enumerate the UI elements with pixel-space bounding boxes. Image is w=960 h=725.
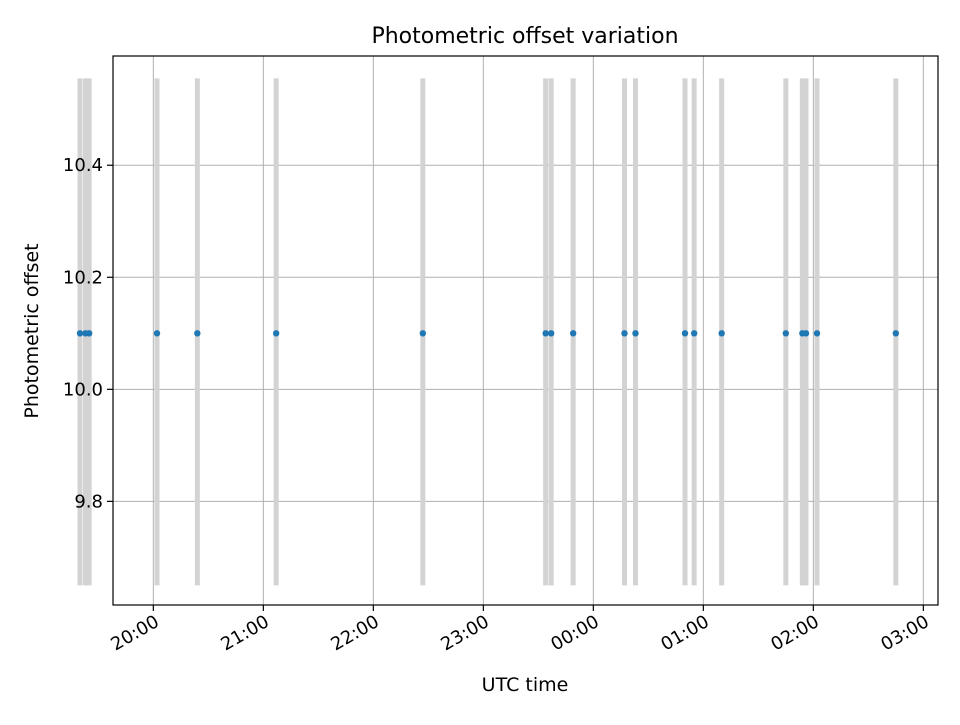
data-point — [681, 330, 689, 337]
data-points — [76, 330, 900, 337]
data-point — [419, 330, 427, 337]
y-tick-label: 10.2 — [63, 267, 103, 288]
y-tick-label: 9.8 — [74, 491, 103, 512]
data-point — [632, 330, 639, 337]
data-point — [813, 330, 821, 337]
data-point — [782, 330, 790, 337]
data-point — [194, 330, 201, 337]
y-axis-label: Photometric offset — [21, 243, 43, 418]
data-point — [621, 330, 628, 337]
data-point — [542, 330, 549, 337]
data-point — [718, 330, 725, 337]
data-point — [272, 330, 280, 337]
data-point — [85, 330, 93, 337]
chart-title: Photometric offset variation — [371, 24, 678, 49]
data-point — [76, 330, 84, 337]
data-point — [690, 330, 698, 337]
y-axis-ticks: 9.8 10.0 10.2 10.4 — [63, 155, 113, 512]
plot-frame — [112, 55, 939, 606]
data-point — [802, 330, 810, 337]
data-point — [569, 330, 577, 337]
data-point — [547, 330, 555, 337]
y-tick-label: 10.4 — [63, 155, 103, 176]
data-point — [153, 330, 161, 337]
y-tick-label: 10.0 — [63, 379, 103, 400]
data-point — [892, 330, 900, 337]
x-axis-label: UTC time — [482, 674, 569, 696]
